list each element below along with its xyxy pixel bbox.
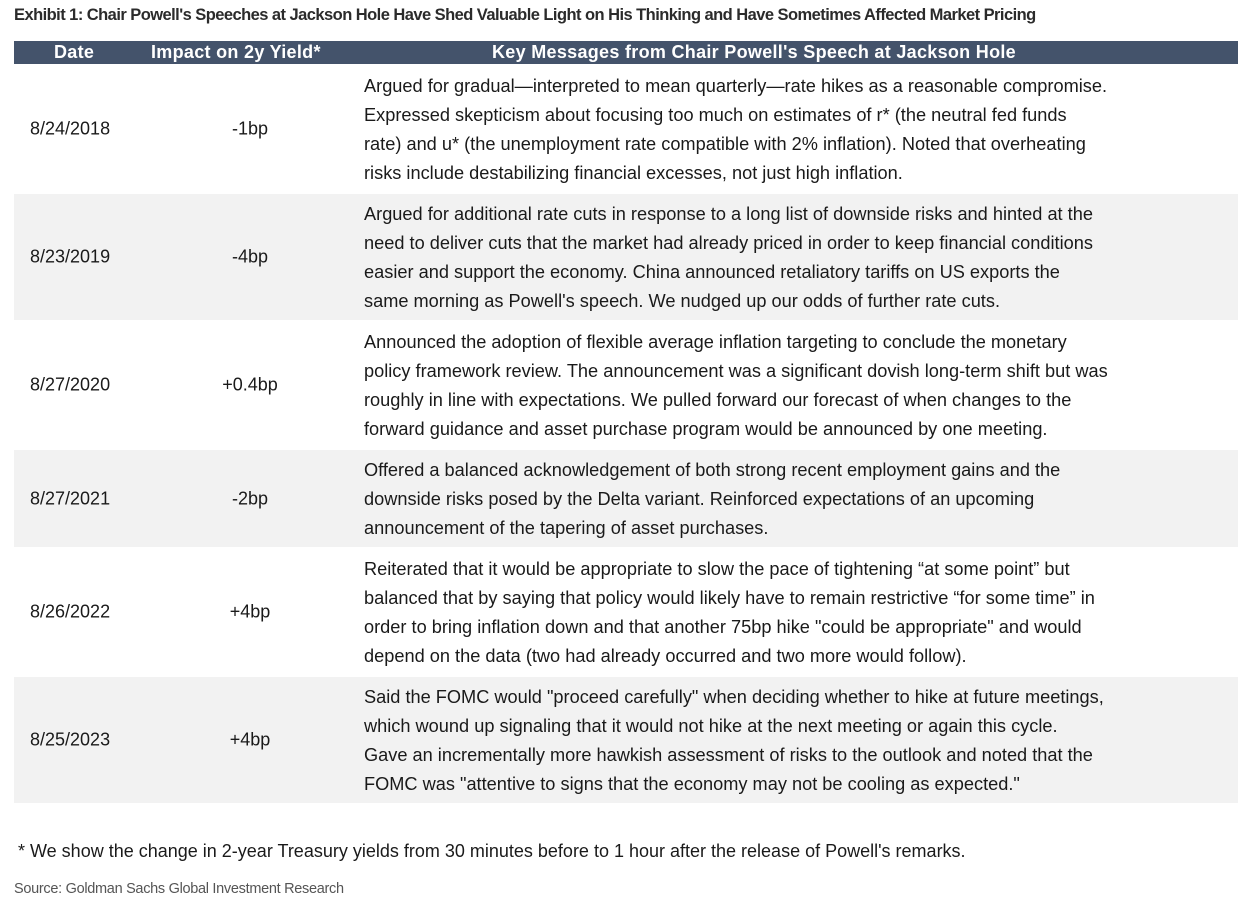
table-row: 8/27/2020 +0.4bp Announced the adoption of… (14, 322, 1238, 448)
message-cell: Said the FOMC would "proceed carefully" … (364, 677, 1238, 803)
header-date: Date (54, 42, 95, 62)
message-line: risks include destabilizing financial ex… (364, 163, 903, 183)
message-line: announcement of the tapering of asset pu… (364, 518, 769, 538)
message-cell: Argued for gradual—interpreted to mean q… (364, 66, 1238, 192)
message-line: need to deliver cuts that the market had… (364, 233, 1093, 253)
header-impact: Impact on 2y Yield* (151, 42, 321, 62)
message-line: Announced the adoption of flexible avera… (364, 332, 1067, 352)
message-line: roughly in line with expectations. We pu… (364, 390, 1072, 410)
message-line: Reiterated that it would be appropriate … (364, 559, 1070, 579)
impact-value: +0.4bp (222, 374, 278, 395)
impact-value: +4bp (229, 729, 271, 750)
message-line: easier and support the economy. China an… (364, 262, 1060, 282)
message-cell: Reiterated that it would be appropriate … (364, 549, 1238, 675)
table-row: 8/26/2022 +4bp Reiterated that it would be… (14, 549, 1238, 675)
message-cell: Announced the adoption of flexible avera… (364, 322, 1238, 448)
message-line: which wound up signaling that it would n… (364, 716, 1058, 736)
message-line: Said the FOMC would "proceed carefully" … (364, 687, 1104, 707)
date-cell: 8/27/2021 (30, 488, 111, 508)
message-line: Offered a balanced acknowledgement of bo… (364, 460, 1061, 480)
message-line: Gave an incrementally more hawkish asses… (364, 745, 1093, 765)
message-cell: Offered a balanced acknowledgement of bo… (364, 450, 1238, 547)
message-line: Argued for gradual—interpreted to mean q… (364, 76, 1108, 96)
speeches-table: Date Impact on 2y Yield* Key Messages fr… (14, 41, 1238, 803)
table-row: 8/25/2023 +4bp Said the FOMC would "procee… (14, 677, 1238, 803)
impact-value: -2bp (231, 488, 269, 508)
message-line: depend on the data (two had already occu… (364, 646, 967, 666)
impact-value: -4bp (231, 246, 269, 267)
date-cell: 8/26/2022 (30, 601, 111, 622)
message-line: downside risks posed by the Delta varian… (364, 489, 1035, 509)
message-line: forward guidance and asset purchase prog… (364, 419, 1048, 439)
table-row: 8/24/2018 -1bp Argued for gradual—interpre… (14, 66, 1238, 192)
impact-value: +4bp (229, 601, 271, 622)
exhibit-title: Exhibit 1: Chair Powell's Speeches at Ja… (14, 6, 1036, 24)
message-line: same morning as Powell's speech. We nudg… (364, 291, 1001, 311)
source-note: Source: Goldman Sachs Global Investment … (14, 881, 344, 897)
date-cell: 8/25/2023 (30, 729, 111, 750)
message-line: Expressed skepticism about focusing too … (364, 105, 1067, 125)
header-messages: Key Messages from Chair Powell's Speech … (492, 42, 1016, 62)
message-line: FOMC was "attentive to signs that the ec… (364, 774, 1020, 794)
table-row: 8/27/2021 -2bp Offered a balanced acknowle… (14, 450, 1238, 547)
footnote: * We show the change in 2-year Treasury … (18, 841, 966, 861)
date-cell: 8/24/2018 (30, 118, 111, 139)
message-line: Argued for additional rate cuts in respo… (364, 204, 1093, 224)
message-line: balanced that by saying that policy woul… (364, 588, 1095, 608)
message-line: rate) and u* (the unemployment rate comp… (364, 134, 1086, 154)
message-line: policy framework review. The announcemen… (364, 361, 1108, 381)
date-cell: 8/23/2019 (30, 246, 111, 267)
table-header: Date Impact on 2y Yield* Key Messages fr… (14, 41, 1238, 64)
table-row: 8/23/2019 -4bp Argued for additional rate … (14, 194, 1238, 320)
message-cell: Argued for additional rate cuts in respo… (364, 194, 1238, 320)
date-cell: 8/27/2020 (30, 374, 111, 395)
impact-value: -1bp (231, 118, 269, 139)
message-line: order to bring inflation down and that a… (364, 617, 1082, 637)
